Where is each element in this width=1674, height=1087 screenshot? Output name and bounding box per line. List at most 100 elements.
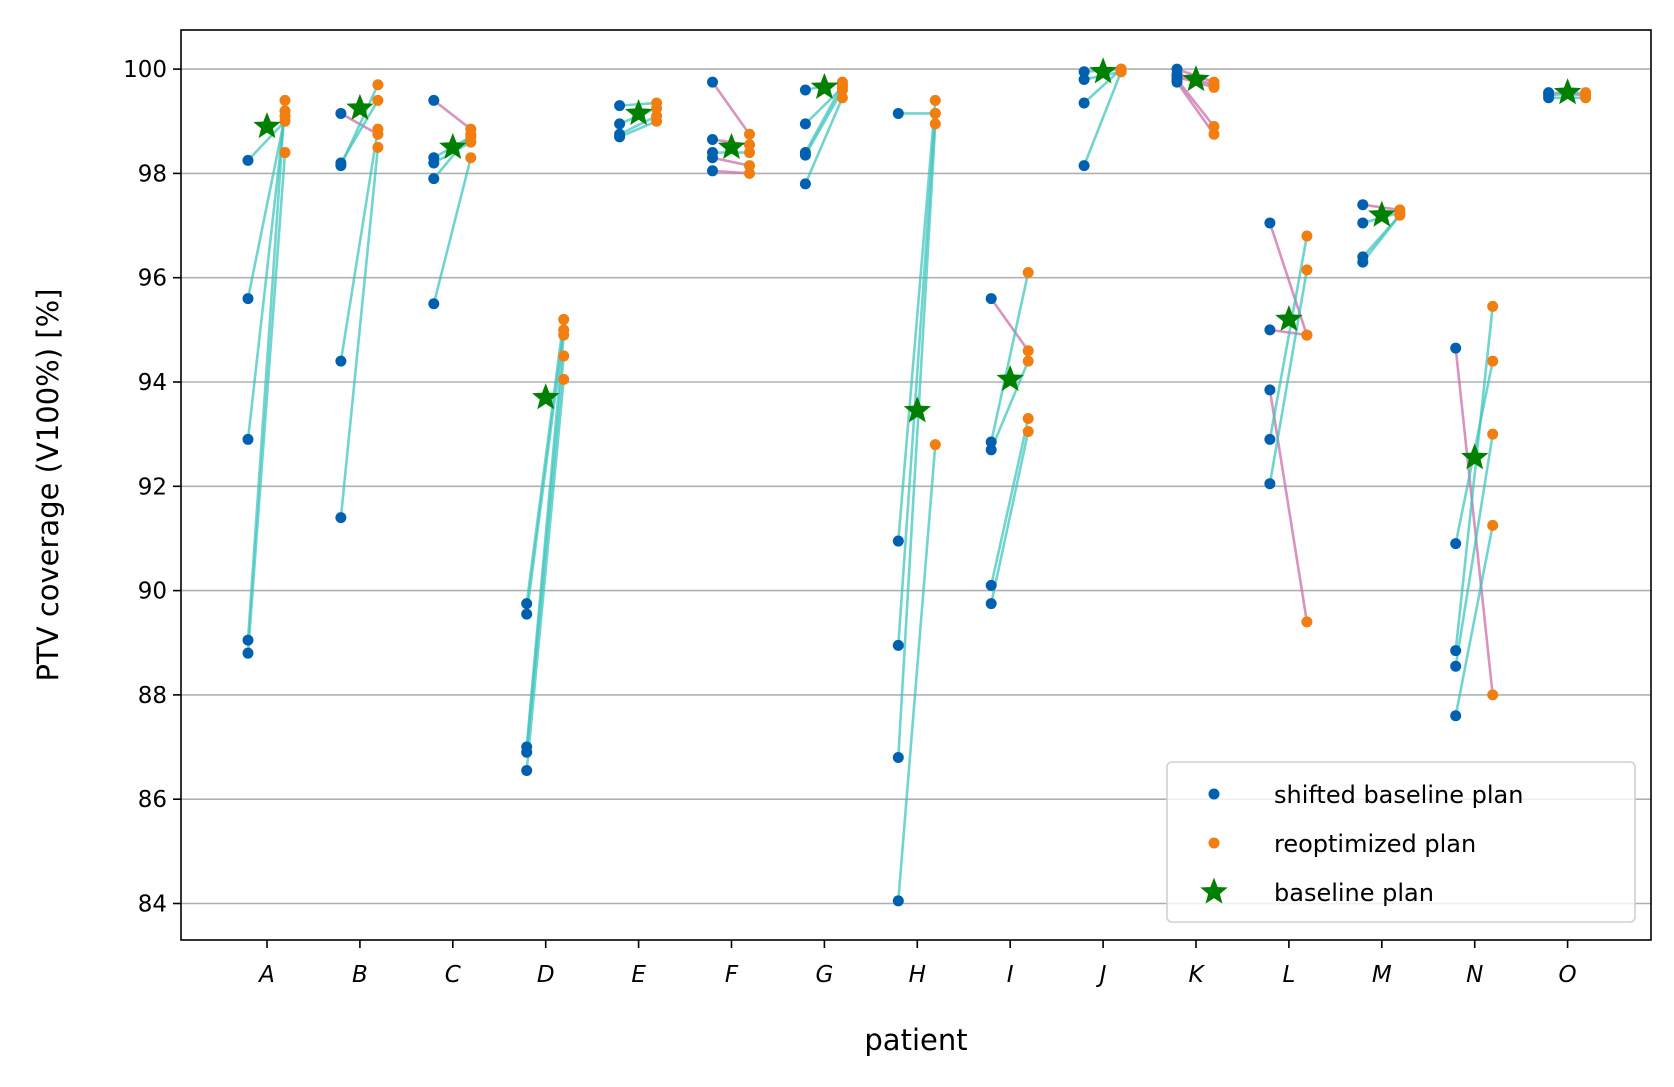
shifted-baseline-point xyxy=(335,107,347,119)
connector-line xyxy=(246,110,287,440)
reoptimized-point xyxy=(651,102,663,114)
baseline-star xyxy=(1553,78,1582,105)
connector-line xyxy=(804,97,844,185)
connector-line xyxy=(1268,235,1309,440)
shifted-baseline-point xyxy=(242,634,254,646)
connector-line xyxy=(712,169,750,175)
shifted-baseline-point xyxy=(985,293,997,305)
baseline-star xyxy=(1089,57,1117,84)
reoptimized-point xyxy=(744,128,755,140)
x-tick-label: D xyxy=(537,962,555,988)
reoptimized-point xyxy=(1301,329,1313,341)
plot-frame xyxy=(180,29,1652,941)
shifted-baseline-point xyxy=(985,436,997,448)
shifted-baseline-point xyxy=(521,608,533,620)
reoptimized-point xyxy=(1301,230,1313,242)
y-tick-label: 88 xyxy=(138,683,167,709)
y-tick-label: 90 xyxy=(138,579,167,605)
baseline-star xyxy=(253,112,281,139)
connector-line xyxy=(989,418,1030,586)
connector-line xyxy=(897,123,937,758)
reoptimized-point xyxy=(744,147,755,159)
x-tick-label: C xyxy=(445,962,461,988)
baseline-star xyxy=(717,132,746,159)
reoptimized-point xyxy=(1487,355,1499,367)
reoptimized-point xyxy=(279,147,291,159)
reoptimized-point xyxy=(744,160,755,172)
shifted-baseline-point xyxy=(1264,384,1276,396)
y-tick-label: 84 xyxy=(138,891,167,917)
y-axis-ticks: 84 86 88 90 92 94 96 98 100 xyxy=(123,57,181,917)
x-tick-label: J xyxy=(1096,962,1107,988)
connector-line xyxy=(432,133,472,180)
y-tick-label: 92 xyxy=(138,474,167,500)
reoptimized-point xyxy=(1208,81,1220,93)
connector-line xyxy=(804,84,844,154)
reoptimized-point xyxy=(744,139,755,151)
shifted-baseline-point xyxy=(799,84,811,96)
reoptimized-point xyxy=(929,107,941,119)
shifted-baseline-point xyxy=(614,100,626,112)
baseline-star xyxy=(1275,305,1303,332)
connector-line xyxy=(525,379,565,771)
legend-label: baseline plan xyxy=(1274,879,1434,907)
connector-line xyxy=(619,120,658,139)
reoptimized-point xyxy=(372,94,384,106)
shifted-baseline-point xyxy=(1450,342,1462,354)
shifted-baseline-point xyxy=(799,149,811,161)
shifted-baseline-point xyxy=(892,107,904,119)
baseline-star xyxy=(810,72,839,99)
connector-line xyxy=(1268,389,1309,623)
connector-line xyxy=(1454,306,1494,651)
reoptimized-point xyxy=(558,350,570,362)
reoptimized-point xyxy=(929,439,941,451)
shifted-baseline-point xyxy=(799,178,811,190)
x-tick-label: B xyxy=(352,962,368,988)
shifted-baseline-point xyxy=(985,579,997,591)
reoptimized-point xyxy=(1022,413,1034,425)
shifted-baseline-point xyxy=(1078,66,1090,78)
connector-line xyxy=(619,114,658,136)
shifted-baseline-point xyxy=(1450,710,1462,722)
shifted-baseline-point xyxy=(521,765,533,777)
connector-line xyxy=(246,152,287,654)
reoptimized-point xyxy=(1022,426,1034,438)
connector-line xyxy=(897,100,937,542)
y-axis-title: PTV coverage (V100%) [%] xyxy=(31,289,65,682)
reoptimized-point xyxy=(1022,355,1034,367)
shifted-baseline-point xyxy=(1078,160,1090,172)
connector-line xyxy=(1454,433,1494,667)
connector-line xyxy=(711,81,751,136)
reoptimized-point xyxy=(465,136,477,148)
reoptimized-point xyxy=(836,84,848,96)
connector-line xyxy=(712,156,750,167)
reoptimized-point xyxy=(744,167,755,179)
shifted-baseline-point xyxy=(892,535,904,547)
shifted-baseline-point xyxy=(614,131,626,143)
reoptimized-point xyxy=(465,152,477,164)
reoptimized-point xyxy=(1022,266,1034,278)
baseline-star xyxy=(996,365,1024,392)
shifted-baseline-point xyxy=(892,895,904,907)
connector-line xyxy=(897,444,937,901)
shifted-baseline-point xyxy=(242,433,254,445)
reoptimized-point xyxy=(836,92,848,104)
shifted-baseline-point xyxy=(892,751,904,763)
baseline-star xyxy=(439,132,467,159)
baseline-markers xyxy=(253,57,1582,470)
shifted-baseline-point xyxy=(985,444,997,456)
shifted-baseline-point xyxy=(242,647,254,659)
connector-line xyxy=(1082,71,1123,167)
legend-marker-dot xyxy=(1208,837,1220,849)
reoptimized-point xyxy=(1301,616,1313,628)
baseline-star xyxy=(624,99,653,126)
connector-line xyxy=(339,147,380,518)
reoptimized-point xyxy=(372,141,384,153)
y-tick-label: 100 xyxy=(123,57,167,83)
shifted-baseline-point xyxy=(335,355,347,367)
shifted-baseline-point xyxy=(1450,645,1462,657)
baseline-star xyxy=(1182,65,1210,92)
shifted-baseline-point xyxy=(428,173,440,185)
reoptimized-point xyxy=(465,128,477,140)
